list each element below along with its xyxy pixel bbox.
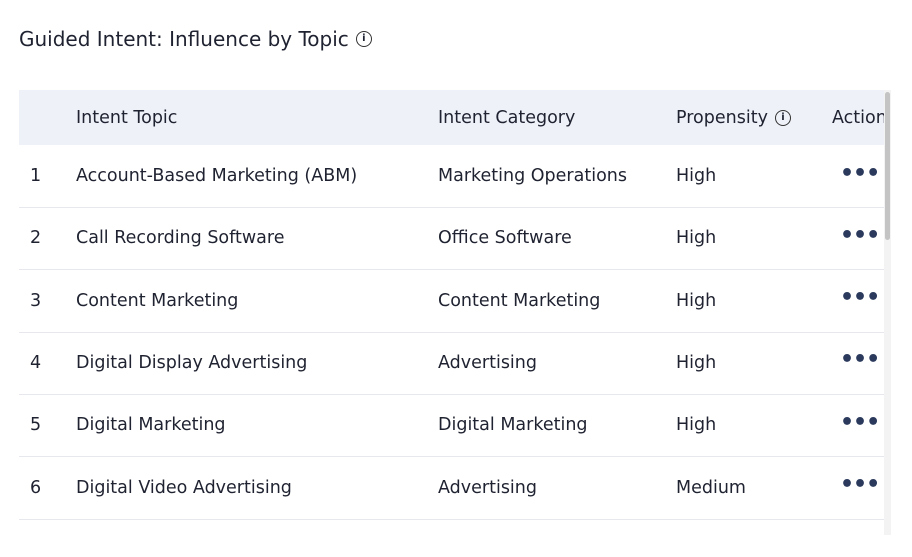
cell-text: Call Recording Software	[76, 228, 285, 249]
row-number: 4	[30, 352, 42, 373]
cell-text: High	[676, 415, 717, 436]
actions-menu[interactable]: •••	[840, 472, 880, 497]
cell-text: Medium	[676, 477, 746, 498]
cell-text: High	[676, 352, 717, 373]
table-row: 2 Call Recording Software Office Software H…	[19, 207, 885, 271]
column-header-text: Intent Category	[438, 107, 576, 128]
column-header[interactable]: Intent Topic	[76, 90, 177, 145]
header-row: Intent Topic Intent Category Propensity i Ac…	[19, 90, 885, 145]
actions-menu[interactable]: •••	[840, 409, 880, 435]
actions-menu[interactable]: •••	[840, 160, 880, 186]
table-row: 5 Digital Marketing Digital Marketing High •…	[19, 394, 885, 458]
cell-text: Content Marketing	[76, 290, 239, 311]
info-icon[interactable]: i	[774, 109, 791, 126]
cell-text: Advertising	[438, 352, 537, 373]
scrollbar-track	[884, 90, 891, 535]
cell-text: Account-Based Marketing (ABM)	[76, 166, 358, 186]
actions-menu[interactable]: •••	[840, 285, 880, 311]
column-header[interactable]: Propensity i	[676, 90, 791, 145]
actions-menu[interactable]: •••	[840, 222, 880, 248]
cell-text: Office Software	[438, 228, 572, 249]
column-header[interactable]: Intent Category	[438, 90, 575, 145]
cell-text: High	[676, 166, 717, 186]
title-text: Guided Intent: Influence by Topic	[19, 27, 349, 51]
cell-text: Content Marketing	[438, 290, 601, 311]
row-number: 3	[30, 290, 42, 311]
cell-text: Digital Marketing	[76, 415, 226, 436]
scrollbar-thumb[interactable]	[885, 92, 890, 240]
cell-text: High	[676, 228, 717, 249]
table-row: 1 Account-Based Marketing (ABM) Marketing …	[19, 145, 885, 208]
widget-title: Guided Intent: Influence by Topic i	[19, 27, 372, 51]
cell-text: Advertising	[438, 477, 537, 498]
cell-text: Digital Display Advertising	[76, 352, 308, 373]
actions-menu[interactable]: •••	[840, 347, 880, 373]
column-header-text: Intent Topic	[76, 107, 178, 128]
column-header-text: Propensity	[676, 107, 768, 128]
column-header-text: Actions	[832, 107, 885, 128]
table-row: 3 Content Marketing Content Marketing High •…	[19, 270, 885, 333]
column-header[interactable]: Actions	[832, 90, 885, 145]
row-number: 2	[30, 228, 42, 249]
cell-text: Digital Video Advertising	[76, 477, 292, 498]
row-number: 5	[30, 415, 42, 436]
cell-text: High	[676, 290, 717, 311]
cell-text: Marketing Operations	[438, 166, 627, 186]
row-number: 6	[30, 477, 42, 498]
cell-text: Digital Marketing	[438, 415, 588, 436]
table-row: 4 Digital Display Advertising Advertising H…	[19, 332, 885, 395]
row-number: 1	[30, 166, 42, 186]
info-icon[interactable]: i	[355, 31, 372, 47]
table: Intent Topic Intent Category Propensity i Ac…	[19, 90, 885, 557]
table-row: 6 Digital Video Advertising Advertising Med…	[19, 457, 885, 520]
